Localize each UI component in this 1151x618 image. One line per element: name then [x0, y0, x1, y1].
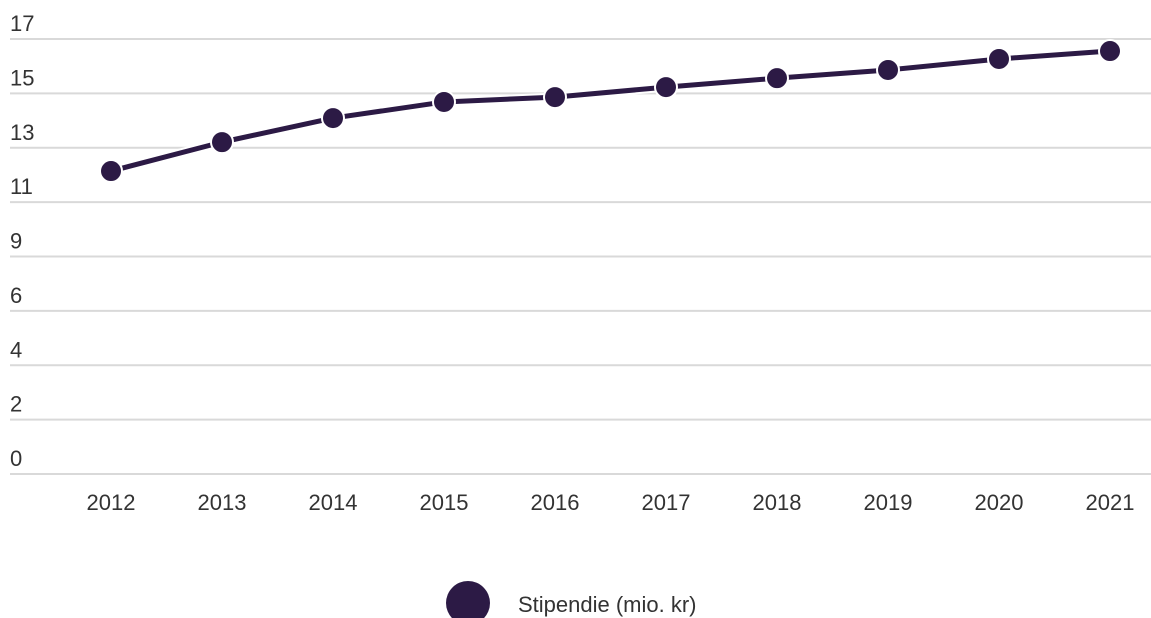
- y-tick-label: 6: [10, 283, 22, 308]
- line: [109, 46, 1111, 176]
- y-tick-label: 9: [10, 229, 22, 254]
- y-tick-label: 4: [10, 337, 22, 362]
- point: [654, 75, 678, 100]
- x-tick-label: 2014: [309, 490, 358, 515]
- point: [987, 46, 1011, 71]
- point: [321, 106, 345, 131]
- x-tick-label: 2013: [198, 490, 247, 515]
- x-tick-label: 2020: [975, 490, 1024, 515]
- legend-marker: [446, 581, 490, 618]
- x-tick-label: 2021: [1086, 490, 1135, 515]
- y-tick-label: 0: [10, 446, 22, 471]
- x-tick-label: 2018: [753, 490, 802, 515]
- x-tick-label: 2015: [420, 490, 469, 515]
- x-tick-label: 2016: [531, 490, 580, 515]
- point: [876, 57, 900, 82]
- y-tick-label: 2: [10, 392, 22, 417]
- point: [210, 130, 234, 155]
- point: [1098, 39, 1122, 64]
- point: [765, 66, 789, 91]
- x-tick-label: 2017: [642, 490, 691, 515]
- x-tick-label: 2012: [87, 490, 136, 515]
- y-tick-label: 11: [10, 174, 33, 199]
- line: [110, 48, 1111, 174]
- y-tick-label: 17: [10, 11, 34, 36]
- point: [432, 89, 456, 114]
- point: [99, 159, 123, 184]
- x-tick-label: 2019: [864, 490, 913, 515]
- y-tick-label: 13: [10, 120, 34, 145]
- legend-label: Stipendie (mio. kr): [518, 592, 697, 617]
- y-tick-label: 15: [10, 65, 34, 90]
- point: [543, 85, 567, 110]
